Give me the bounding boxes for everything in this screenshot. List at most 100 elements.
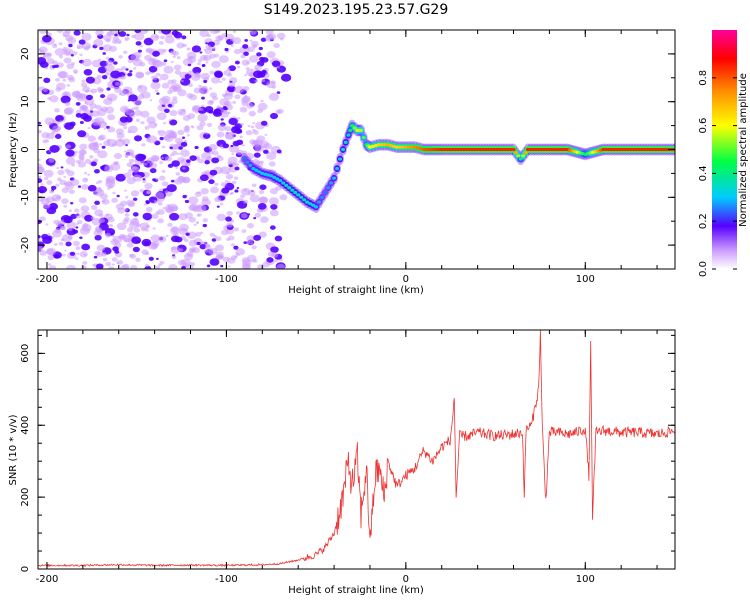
noise-speckle <box>245 152 255 160</box>
noise-speckle <box>141 238 152 247</box>
noise-speckle <box>266 51 276 59</box>
noise-speckle <box>48 202 59 211</box>
noise-speckle <box>133 67 137 70</box>
noise-speckle <box>150 234 161 242</box>
ridge-core <box>503 147 508 152</box>
noise-speckle <box>234 189 239 193</box>
noise-speckle <box>177 108 187 116</box>
ridge-core <box>492 147 497 152</box>
noise-speckle <box>68 77 76 83</box>
noise-speckle <box>72 51 78 56</box>
noise-speckle <box>220 182 227 187</box>
ridge-core <box>606 147 611 152</box>
noise-speckle <box>57 221 61 225</box>
noise-speckle <box>68 228 73 232</box>
noise-speckle <box>124 153 129 157</box>
noise-speckle <box>230 191 235 195</box>
noise-speckle <box>168 264 178 269</box>
noise-speckle <box>276 263 285 269</box>
noise-speckle <box>183 139 187 143</box>
noise-speckle <box>82 86 91 93</box>
noise-speckle <box>122 263 130 269</box>
ridge-core <box>439 147 444 152</box>
noise-speckle <box>157 235 167 243</box>
noise-speckle <box>56 167 60 170</box>
noise-speckle <box>268 197 279 205</box>
noise-speckle <box>62 78 67 82</box>
ridge-core <box>376 143 381 147</box>
ridge-core <box>659 147 664 152</box>
noise-speckle <box>247 222 255 229</box>
noise-speckle <box>81 79 86 83</box>
noise-speckle <box>260 37 267 42</box>
noise-speckle <box>149 162 158 169</box>
noise-speckle <box>273 43 280 49</box>
noise-speckle <box>233 48 241 55</box>
noise-speckle <box>170 235 180 243</box>
noise-speckle <box>176 42 185 49</box>
noise-speckle <box>209 70 215 75</box>
noise-speckle <box>131 154 137 159</box>
noise-speckle <box>145 252 149 256</box>
noise-speckle <box>155 89 159 93</box>
noise-speckle <box>134 30 142 34</box>
noise-speckle <box>92 264 96 267</box>
noise-speckle <box>270 204 278 210</box>
noise-speckle <box>75 246 81 250</box>
noise-speckle <box>58 241 64 246</box>
noise-speckle <box>230 144 234 148</box>
y-tick-label: 400 <box>20 416 31 435</box>
noise-speckle <box>107 126 116 133</box>
ridge-core <box>245 160 250 164</box>
noise-speckle <box>218 55 229 64</box>
ridge-core <box>650 147 655 152</box>
noise-speckle <box>125 144 128 147</box>
noise-speckle <box>145 48 151 53</box>
noise-speckle <box>128 169 133 173</box>
noise-speckle <box>172 55 176 58</box>
noise-speckle <box>191 106 199 113</box>
noise-speckle <box>76 252 80 255</box>
noise-speckle <box>112 191 116 195</box>
noise-speckle <box>99 46 104 51</box>
noise-speckle <box>49 95 59 103</box>
noise-speckle <box>242 259 252 267</box>
noise-speckle <box>167 204 171 207</box>
noise-speckle <box>66 221 77 230</box>
ridge-core <box>653 147 658 152</box>
noise-speckle <box>202 223 208 228</box>
ridge-core <box>615 147 620 152</box>
noise-speckle <box>244 74 247 77</box>
noise-speckle <box>257 203 267 210</box>
ridge-core <box>242 157 247 161</box>
ridge-core <box>379 143 384 147</box>
noise-speckle <box>79 104 89 112</box>
noise-speckle <box>200 187 209 195</box>
ridge-core <box>269 174 274 178</box>
noise-speckle <box>182 166 186 170</box>
noise-speckle <box>268 93 280 101</box>
noise-speckle <box>105 213 109 216</box>
noise-speckle <box>77 185 82 188</box>
noise-speckle <box>105 56 110 60</box>
noise-speckle <box>40 183 44 186</box>
noise-speckle <box>39 216 46 222</box>
noise-speckle <box>228 117 238 126</box>
ridge-core <box>661 147 666 152</box>
noise-speckle <box>152 227 156 230</box>
heatmap-marks <box>38 30 675 269</box>
noise-speckle <box>125 195 129 199</box>
noise-speckle <box>224 180 229 183</box>
noise-speckle <box>59 179 67 186</box>
noise-speckle <box>66 170 75 177</box>
noise-speckle <box>241 213 248 219</box>
ridge-core <box>397 145 402 149</box>
ridge-core <box>341 147 346 152</box>
noise-speckle <box>105 180 116 189</box>
noise-speckle <box>120 66 127 71</box>
noise-speckle <box>52 229 62 238</box>
noise-speckle <box>191 247 200 254</box>
noise-speckle <box>223 100 232 107</box>
noise-speckle <box>180 149 190 157</box>
noise-speckle <box>161 30 172 35</box>
